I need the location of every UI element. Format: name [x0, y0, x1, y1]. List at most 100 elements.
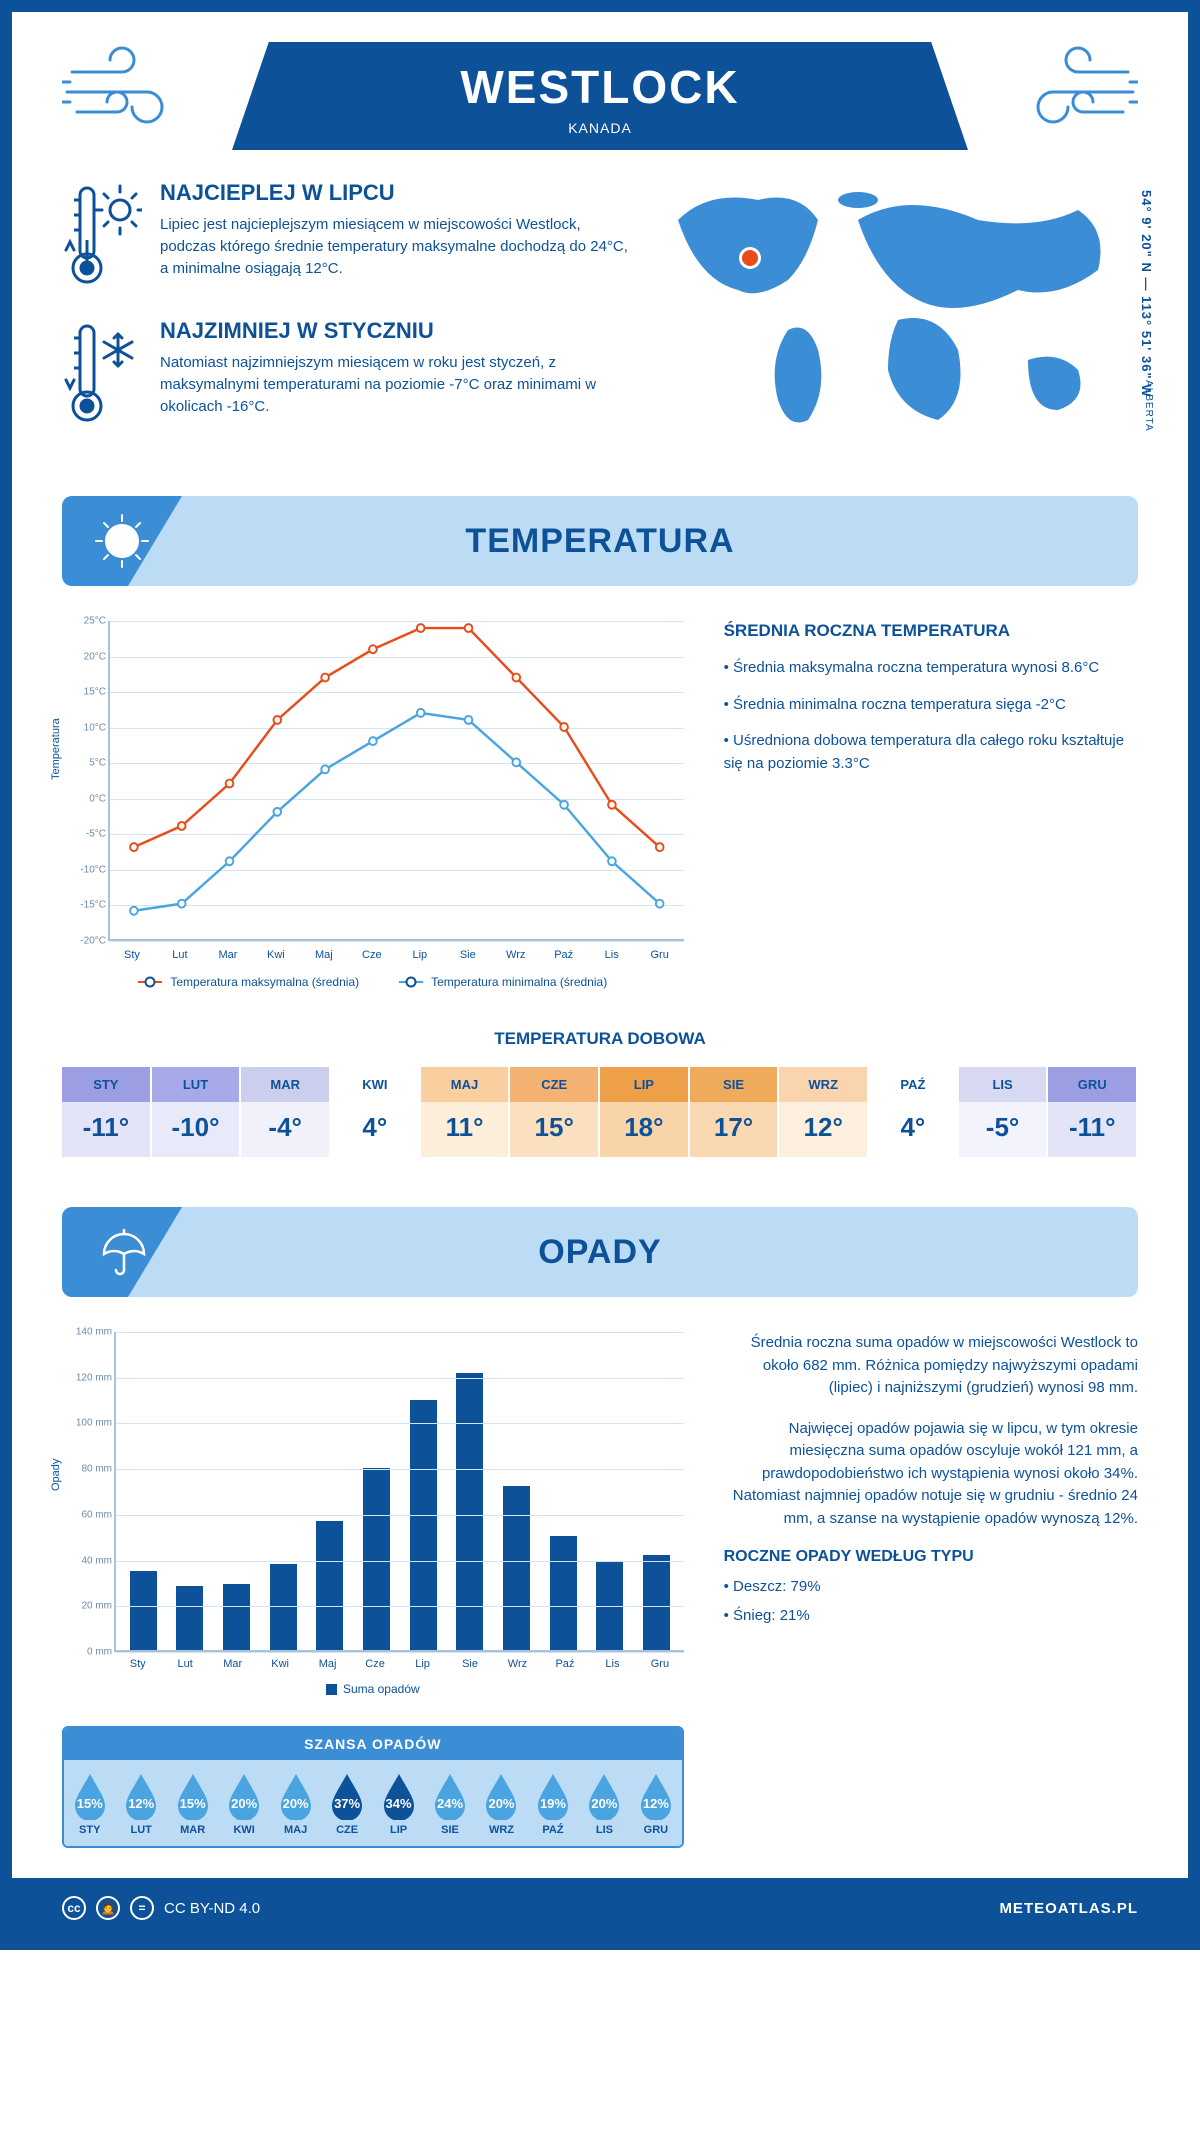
daily-value: -11°: [1048, 1102, 1136, 1157]
bar-slot: [120, 1332, 167, 1650]
coldest-title: NAJZIMNIEJ W STYCZNIU: [160, 318, 628, 344]
bar-slot: [400, 1332, 447, 1650]
nd-icon: =: [130, 1896, 154, 1920]
daily-col: LIS-5°: [959, 1067, 1049, 1157]
daily-col: LUT-10°: [152, 1067, 242, 1157]
avg-item-1: • Średnia minimalna roczna temperatura s…: [724, 694, 1138, 717]
chance-month: GRU: [630, 1824, 681, 1836]
temp-ylabel: Temperatura: [50, 718, 62, 780]
chance-month: PAŹ: [527, 1824, 578, 1836]
chance-month: CZE: [321, 1824, 372, 1836]
bar-slot: [586, 1332, 633, 1650]
raindrop-icon: 20%: [225, 1772, 263, 1820]
wind-icon-left: [62, 42, 212, 142]
chance-col: 20%WRZ: [476, 1760, 527, 1846]
avg-item-0: • Średnia maksymalna roczna temperatura …: [724, 657, 1138, 680]
bar-slot: [307, 1332, 354, 1650]
chance-month: WRZ: [476, 1824, 527, 1836]
precip-bar: [503, 1486, 530, 1650]
precip-text-2: Najwięcej opadów pojawia się w lipcu, w …: [724, 1418, 1138, 1531]
bar-slot: [633, 1332, 680, 1650]
daily-col: MAJ11°: [421, 1067, 511, 1157]
precip-bar: [643, 1555, 670, 1650]
daily-col: STY-11°: [62, 1067, 152, 1157]
bar-slot: [540, 1332, 587, 1650]
daily-col: LIP18°: [600, 1067, 690, 1157]
temperature-title: TEMPERATURA: [465, 522, 734, 561]
precip-xlabels: StyLutMarKwiMajCzeLipSieWrzPaźLisGru: [114, 1652, 684, 1670]
cc-icon: cc: [62, 1896, 86, 1920]
umbrella-icon: [62, 1207, 182, 1297]
precip-summary: Średnia roczna suma opadów w miejscowośc…: [724, 1332, 1138, 1848]
sun-icon: [62, 496, 182, 586]
chance-month: MAJ: [270, 1824, 321, 1836]
precip-ylabel: Opady: [50, 1459, 62, 1491]
daily-month: LIS: [959, 1067, 1047, 1102]
daily-col: PAŹ4°: [869, 1067, 959, 1157]
temp-summary: ŚREDNIA ROCZNA TEMPERATURA • Średnia mak…: [724, 621, 1138, 989]
chance-col: 20% KWI: [218, 1760, 269, 1846]
daily-col: WRZ12°: [779, 1067, 869, 1157]
temp-xlabels: StyLutMarKwiMajCzeLipSieWrzPaźLisGru: [108, 949, 684, 961]
warmest-block: NAJCIEPLEJ W LIPCU Lipiec jest najcieple…: [62, 180, 628, 290]
coldest-block: NAJZIMNIEJ W STYCZNIU Natomiast najzimni…: [62, 318, 628, 428]
snow-pct: • Śnieg: 21%: [724, 1605, 1138, 1628]
daily-value: 18°: [600, 1102, 688, 1157]
country: KANADA: [232, 120, 968, 136]
daily-col: GRU-11°: [1048, 1067, 1138, 1157]
daily-temp-table: STY-11°LUT-10°MAR-4°KWI4°MAJ11°CZE15°LIP…: [62, 1067, 1138, 1157]
license-text: CC BY-ND 4.0: [164, 1900, 260, 1917]
daily-month: MAR: [241, 1067, 329, 1102]
raindrop-icon: 12%: [637, 1772, 675, 1820]
chance-col: 34%LIP: [373, 1760, 424, 1846]
raindrop-icon: 20%: [585, 1772, 623, 1820]
chance-col: 15% STY: [64, 1760, 115, 1846]
temperature-line-chart: Temperatura -20°C-15°C-10°C-5°C0°C5°C10°…: [62, 621, 684, 989]
raindrop-icon: 15%: [174, 1772, 212, 1820]
raindrop-icon: 12%: [122, 1772, 160, 1820]
chance-month: LIP: [373, 1824, 424, 1836]
precip-bar: [130, 1571, 157, 1651]
raindrop-icon: 37%: [328, 1772, 366, 1820]
daily-value: 17°: [690, 1102, 778, 1157]
license: cc 🙍 = CC BY-ND 4.0: [62, 1896, 260, 1920]
daily-value: 15°: [510, 1102, 598, 1157]
daily-value: -5°: [959, 1102, 1047, 1157]
daily-month: WRZ: [779, 1067, 867, 1102]
daily-col: KWI4°: [331, 1067, 421, 1157]
daily-value: -11°: [62, 1102, 150, 1157]
precip-by-type: ROCZNE OPADY WEDŁUG TYPU • Deszcz: 79% •…: [724, 1548, 1138, 1627]
daily-month: LUT: [152, 1067, 240, 1102]
raindrop-icon: 24%: [431, 1772, 469, 1820]
precipitation-bar-chart: Opady 0 mm20 mm40 mm60 mm80 mm100 mm120 …: [62, 1332, 684, 1848]
world-map-icon: [658, 180, 1138, 440]
chance-month: KWI: [218, 1824, 269, 1836]
bar-slot: [353, 1332, 400, 1650]
warmest-text: Lipiec jest najcieplejszym miesiącem w m…: [160, 214, 628, 279]
precip-bar: [176, 1586, 203, 1650]
daily-value: 12°: [779, 1102, 867, 1157]
intro-row: NAJCIEPLEJ W LIPCU Lipiec jest najcieple…: [62, 180, 1138, 456]
footer: cc 🙍 = CC BY-ND 4.0 METEOATLAS.PL: [12, 1878, 1188, 1938]
bar-slot: [213, 1332, 260, 1650]
avg-item-2: • Uśredniona dobowa temperatura dla całe…: [724, 730, 1138, 775]
bar-slot: [493, 1332, 540, 1650]
chance-col: 19%PAŹ: [527, 1760, 578, 1846]
legend-max: Temperatura maksymalna (średnia): [170, 975, 359, 989]
daily-month: CZE: [510, 1067, 598, 1102]
raindrop-icon: 15%: [71, 1772, 109, 1820]
daily-col: SIE17°: [690, 1067, 780, 1157]
legend-min: Temperatura minimalna (średnia): [431, 975, 607, 989]
daily-col: CZE15°: [510, 1067, 600, 1157]
precip-legend: Suma opadów: [62, 1682, 684, 1696]
coldest-text: Natomiast najzimniejszym miesiącem w rok…: [160, 352, 628, 417]
daily-col: MAR-4°: [241, 1067, 331, 1157]
daily-month: LIP: [600, 1067, 688, 1102]
daily-value: 11°: [421, 1102, 509, 1157]
precipitation-title: OPADY: [538, 1233, 661, 1272]
chance-month: STY: [64, 1824, 115, 1836]
daily-value: -4°: [241, 1102, 329, 1157]
daily-month: SIE: [690, 1067, 778, 1102]
chance-month: MAR: [167, 1824, 218, 1836]
chance-col: 20%MAJ: [270, 1760, 321, 1846]
